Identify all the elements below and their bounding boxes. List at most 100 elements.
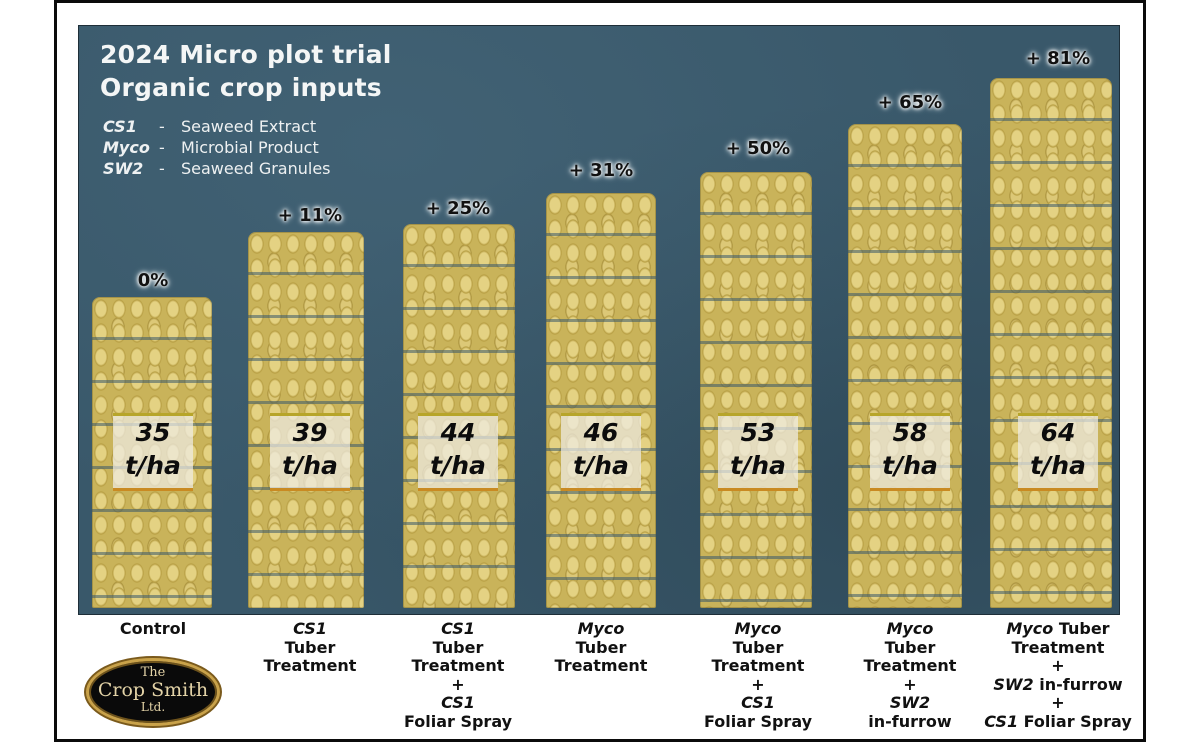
product-abbr: SW2 <box>993 674 1034 694</box>
treatment-label-line: Treatment <box>411 656 505 675</box>
legend-desc: Microbial Product <box>181 138 319 157</box>
legend-sep: - <box>159 159 165 178</box>
treatment-label-line: Tuber <box>884 637 936 657</box>
treatment-label-line: Treatment <box>711 656 805 675</box>
yield-unit: t/ha <box>125 451 181 480</box>
logo-line-2: Crop Smith <box>97 679 209 701</box>
treatment-label-line: SW2 <box>889 693 931 712</box>
potato-row-gaps <box>700 172 812 608</box>
potato-pile-bar <box>546 193 656 608</box>
yield-unit: t/ha <box>1030 451 1086 480</box>
legend-abbr: Myco <box>103 138 150 157</box>
treatment-label-line: Myco <box>734 619 782 638</box>
logo-line-3: Ltd. <box>140 700 166 714</box>
chart-title: 2024 Micro plot trial Organic crop input… <box>100 38 392 104</box>
treatment-label-line: + <box>1051 656 1065 675</box>
percent-increase-label: + 65% <box>877 92 943 113</box>
yield-unit: t/ha <box>730 451 786 480</box>
treatment-label: CS1 Tuber Treatment <box>263 619 357 676</box>
logo-line-1: The <box>140 665 166 680</box>
yield-value: 53 <box>740 418 776 447</box>
treatment-label-line: Treatment <box>1011 637 1105 657</box>
treatment-label-line: SW2 in-furrow <box>984 674 1132 695</box>
yield-label-box: 35 t/ha <box>113 413 193 491</box>
treatment-label-line: Myco <box>577 619 625 638</box>
treatment-label-line: + <box>751 674 765 694</box>
yield-label-box: 46 t/ha <box>561 413 641 491</box>
potato-row-gaps <box>546 193 656 608</box>
legend-abbr: SW2 <box>103 159 144 178</box>
legend-sep: - <box>159 138 165 157</box>
treatment-label-line: Foliar Spray <box>703 711 813 731</box>
product-abbr: Myco <box>1006 619 1054 638</box>
legend-sep: - <box>159 117 165 136</box>
treatment-label-line: Treatment <box>263 656 357 675</box>
treatment-label-line: + <box>451 674 465 694</box>
treatment-label-line: CS1 <box>441 693 475 712</box>
percent-increase-label: + 11% <box>277 205 343 226</box>
yield-value: 44 <box>440 418 476 447</box>
yield-label-box: 39 t/ha <box>270 413 350 491</box>
treatment-label: Myco Tuber Treatment + SW2 in-furrow + CS1 Fo… <box>984 619 1132 732</box>
treatment-label-line: CS1 <box>293 619 327 638</box>
treatment-label-line: Myco Tuber <box>984 619 1132 639</box>
treatment-label-line: CS1 <box>441 619 475 638</box>
yield-unit: t/ha <box>282 451 338 480</box>
treatment-label-line: Treatment <box>863 656 957 675</box>
treatment-label-line: Tuber <box>432 637 484 657</box>
treatment-label: Myco Tuber Treatment + CS1 Foliar Spray <box>703 619 813 731</box>
yield-value: 64 <box>1040 418 1076 447</box>
potato-pile-bar <box>700 172 812 608</box>
treatment-label-line: Tuber <box>284 637 336 657</box>
potato-row-gaps <box>990 78 1112 608</box>
treatment-label: Myco Tuber Treatment <box>554 619 648 676</box>
yield-label-box: 44 t/ha <box>418 413 498 491</box>
yield-unit: t/ha <box>573 451 629 480</box>
legend-desc: Seaweed Extract <box>181 117 317 136</box>
treatment-label: CS1 Tuber Treatment + CS1 Foliar Spray <box>403 619 513 731</box>
treatment-text: in-furrow <box>1033 674 1123 694</box>
yield-label-box: 53 t/ha <box>718 413 798 491</box>
percent-increase-label: + 81% <box>1025 48 1091 69</box>
treatment-label-line: Tuber <box>575 637 627 657</box>
legend-row: CS1 - Seaweed Extract <box>103 116 331 137</box>
potato-row-gaps <box>848 124 962 608</box>
percent-increase-label: + 50% <box>725 138 791 159</box>
treatment-text: Foliar Spray <box>1018 711 1132 731</box>
legend-desc: Seaweed Granules <box>181 159 331 178</box>
crop-smith-logo: The Crop Smith Ltd. <box>86 658 220 726</box>
yield-value: 39 <box>292 418 328 447</box>
yield-unit: t/ha <box>430 451 486 480</box>
yield-label-box: 58 t/ha <box>870 413 950 491</box>
treatment-label-line: Tuber <box>732 637 784 657</box>
yield-unit: t/ha <box>882 451 938 480</box>
abbreviation-legend: CS1 - Seaweed Extract Myco - Microbial P… <box>103 116 331 179</box>
treatment-label-line: in-furrow <box>868 711 952 731</box>
treatment-label: Control <box>119 619 187 639</box>
treatment-label-line: CS1 Foliar Spray <box>984 711 1132 732</box>
treatment-label-line: CS1 <box>741 693 775 712</box>
treatment-label-line: + <box>1051 693 1065 712</box>
legend-row: SW2 - Seaweed Granules <box>103 158 331 179</box>
potato-pile-bar <box>848 124 962 608</box>
legend-row: Myco - Microbial Product <box>103 137 331 158</box>
yield-label-box: 64 t/ha <box>1018 413 1098 491</box>
percent-increase-label: 0% <box>137 270 169 291</box>
potato-pile-bar <box>990 78 1112 608</box>
treatment-label-line: Foliar Spray <box>403 711 513 731</box>
legend-abbr: CS1 <box>103 117 137 136</box>
title-line-1: 2024 Micro plot trial <box>100 40 392 69</box>
product-abbr: CS1 <box>984 711 1019 731</box>
treatment-label-line: Control <box>119 619 187 638</box>
treatment-label-line: Myco <box>886 619 934 638</box>
yield-value: 58 <box>892 418 928 447</box>
yield-value: 46 <box>583 418 619 447</box>
title-line-2: Organic crop inputs <box>100 73 382 102</box>
treatment-label-line: + <box>903 674 917 694</box>
percent-increase-label: + 25% <box>425 198 491 219</box>
treatment-label-line: Treatment <box>554 656 648 675</box>
yield-value: 35 <box>135 418 171 447</box>
percent-increase-label: + 31% <box>568 160 634 181</box>
treatment-text: Tuber <box>1053 619 1110 638</box>
treatment-label: Myco Tuber Treatment + SW2 in-furrow <box>863 619 957 731</box>
